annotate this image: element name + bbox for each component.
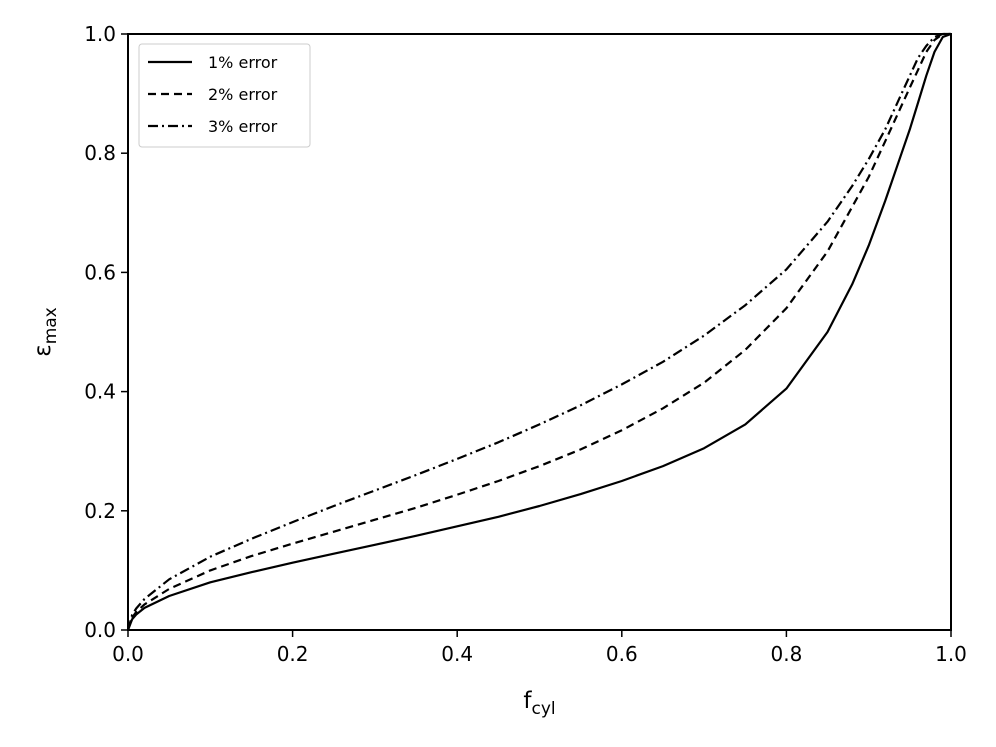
legend-label-1pct: 1% error: [208, 53, 278, 72]
series-line-1pct: [126, 32, 952, 631]
y-tick-label: 0.4: [84, 380, 116, 404]
axis-ticks: 0.0 0.2 0.4 0.6 0.8 1.0 0.0 0.2 0.4 0.6 0.8 1.0: [84, 22, 967, 666]
y-tick-label: 0.8: [84, 141, 116, 165]
plot-frame: [127, 33, 952, 631]
y-tick-label: 0.6: [84, 260, 116, 284]
plot-area: [126, 32, 952, 631]
x-tick-label: 0.6: [606, 642, 638, 666]
legend: 1% error 2% error 3% error: [138, 43, 311, 148]
x-axis-label: fcyl: [523, 688, 555, 719]
y-axis-label-sub: max: [41, 307, 61, 344]
x-tick-label: 0.4: [441, 642, 473, 666]
x-tick-label: 0.0: [112, 642, 144, 666]
y-tick-label: 0.0: [84, 618, 116, 642]
x-tick-label: 1.0: [935, 642, 967, 666]
y-tick-label: 1.0: [84, 22, 116, 46]
y-axis-label: εmax: [30, 307, 61, 356]
x-tick-label: 0.2: [277, 642, 309, 666]
series-line-3pct: [126, 32, 951, 631]
y-axis-label-main: ε: [30, 344, 56, 356]
series-line-2pct: [126, 32, 951, 631]
x-tick-label: 0.8: [770, 642, 802, 666]
x-axis-label-sub: cyl: [531, 699, 555, 719]
legend-box: [138, 43, 311, 148]
legend-label-2pct: 2% error: [208, 85, 278, 104]
x-axis-label-main: f: [523, 688, 532, 714]
legend-label-3pct: 3% error: [208, 117, 278, 136]
y-tick-label: 0.2: [84, 499, 116, 523]
